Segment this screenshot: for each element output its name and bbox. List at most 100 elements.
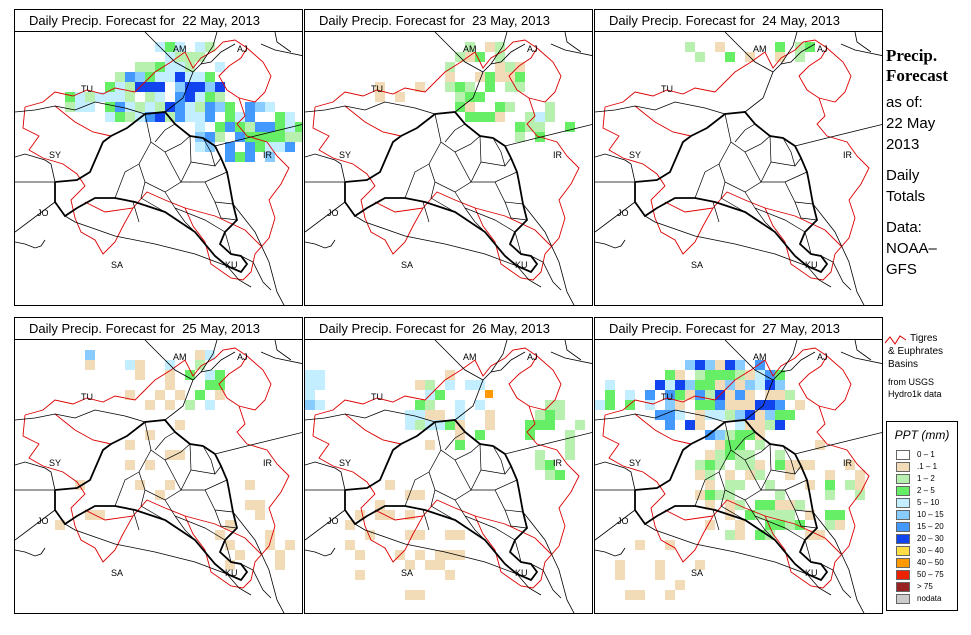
country-label: AM xyxy=(173,44,187,54)
province-boundary xyxy=(114,471,140,507)
province-boundary xyxy=(744,499,806,541)
province-boundary xyxy=(770,157,802,167)
precip-cell xyxy=(115,72,125,82)
precip-cell xyxy=(195,72,205,82)
precip-cell xyxy=(175,62,185,72)
precip-cell xyxy=(825,480,835,490)
country-border xyxy=(214,432,302,455)
precip-cell xyxy=(225,112,235,122)
country-border xyxy=(232,203,285,305)
country-border xyxy=(305,101,436,115)
precip-cell xyxy=(75,102,85,112)
precip-cell xyxy=(175,82,185,92)
precip-cell xyxy=(185,52,195,62)
precip-cell xyxy=(715,460,725,470)
precip-cell xyxy=(515,132,525,142)
precip-cell xyxy=(425,400,435,410)
ppt-legend-label: > 75 xyxy=(917,582,933,591)
basin-boundary xyxy=(54,105,112,137)
country-border xyxy=(595,239,626,249)
country-label: AJ xyxy=(817,352,828,362)
precip-cell xyxy=(275,122,285,132)
country-label: KU xyxy=(515,568,528,578)
ppt-legend-item: 40 – 50 xyxy=(896,558,956,569)
precip-cell xyxy=(215,82,225,92)
precip-cell xyxy=(705,490,715,500)
precip-cell xyxy=(445,72,455,82)
basin-boundary xyxy=(664,509,714,521)
precip-cell xyxy=(455,102,465,112)
country-label: SA xyxy=(111,260,123,270)
precip-cell xyxy=(775,380,785,390)
precip-cell xyxy=(245,122,255,132)
precip-cell xyxy=(225,540,235,550)
ppt-legend-item: 50 – 75 xyxy=(896,570,956,581)
precip-cell xyxy=(275,560,285,570)
ppt-legend-item: nodata xyxy=(896,594,956,605)
precip-cell xyxy=(635,590,645,600)
precip-cell xyxy=(675,410,685,420)
ppt-legend-label: 5 – 10 xyxy=(917,498,940,507)
precip-cell xyxy=(695,400,705,410)
precip-cell xyxy=(765,370,775,380)
precip-cell xyxy=(735,370,745,380)
precip-cell xyxy=(185,62,195,72)
precip-cell xyxy=(735,420,745,430)
precip-cell xyxy=(195,52,205,62)
precip-cell xyxy=(105,112,115,122)
precip-cell xyxy=(135,480,145,490)
precip-cell xyxy=(205,42,215,52)
country-border xyxy=(806,265,832,288)
precip-cell xyxy=(195,360,205,370)
country-label: JO xyxy=(37,516,49,526)
province-boundary xyxy=(464,515,486,541)
precip-cell xyxy=(755,440,765,450)
province-boundary xyxy=(422,201,430,223)
province-boundary xyxy=(694,471,720,507)
precip-cell xyxy=(195,350,205,360)
side-info: Precip. Forecast as of: 22 May 2013 Dail… xyxy=(886,46,971,280)
country-border xyxy=(226,573,252,596)
precip-cell xyxy=(245,112,255,122)
precip-cell xyxy=(735,440,745,450)
country-border xyxy=(780,340,798,373)
precip-cell xyxy=(515,122,525,132)
precip-cell xyxy=(265,540,275,550)
country-border xyxy=(64,523,228,575)
precip-cell xyxy=(825,470,835,480)
precip-map: AM AJ TU SY IR JO SA KU xyxy=(595,340,882,613)
precip-cell xyxy=(215,530,225,540)
country-border xyxy=(595,101,726,115)
province-boundary xyxy=(804,231,812,255)
panel-title: Daily Precip. Forecast for 22 May, 2013 xyxy=(15,10,302,32)
precip-cell xyxy=(805,460,815,470)
ppt-color-swatch xyxy=(896,582,910,592)
precip-cell xyxy=(315,380,325,390)
precip-cell xyxy=(665,390,675,400)
precip-cell xyxy=(815,530,825,540)
province-boundary xyxy=(480,465,512,475)
ppt-legend-label: 2 – 5 xyxy=(917,486,935,495)
precip-cell xyxy=(775,510,785,520)
precip-cell xyxy=(695,52,705,62)
precip-cell xyxy=(455,92,465,102)
province-boundary xyxy=(190,465,222,475)
precip-cell xyxy=(205,72,215,82)
precip-cell xyxy=(155,82,165,92)
province-boundary xyxy=(140,181,166,213)
basin-boundary xyxy=(344,413,402,445)
precip-cell xyxy=(705,450,715,460)
precip-cell xyxy=(675,380,685,390)
province-boundary xyxy=(754,207,776,233)
country-border xyxy=(504,124,592,147)
precip-cell xyxy=(455,440,465,450)
precip-cell xyxy=(295,132,302,142)
province-boundary xyxy=(744,151,762,183)
province-boundary xyxy=(744,459,762,491)
precip-cell xyxy=(855,490,865,500)
precip-cell xyxy=(455,400,465,410)
precip-cell xyxy=(715,430,725,440)
precip-cell xyxy=(145,112,155,122)
basin-boundary xyxy=(374,201,424,213)
country-border xyxy=(305,461,346,491)
